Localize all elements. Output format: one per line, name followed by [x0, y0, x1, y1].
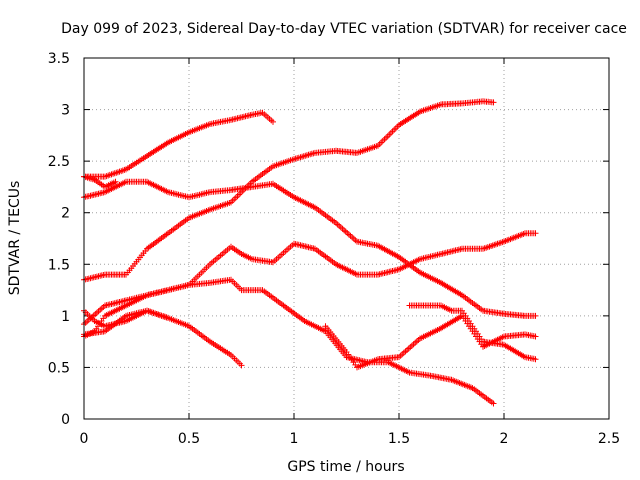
- y-tick-label: 3: [61, 103, 70, 119]
- x-tick-label: 2: [500, 431, 509, 447]
- x-tick-label: 2.5: [598, 431, 620, 447]
- x-tick-label: 0.5: [178, 431, 200, 447]
- y-tick-label: 3.5: [48, 51, 70, 67]
- grid: [84, 58, 609, 419]
- y-tick-label: 2.5: [48, 154, 70, 170]
- x-tick-label: 1.5: [388, 431, 410, 447]
- x-axis-label: GPS time / hours: [287, 459, 404, 475]
- x-tick-label: 1: [290, 431, 299, 447]
- y-axis-label: SDTVAR / TECUs: [7, 181, 23, 296]
- chart-title: Day 099 of 2023, Sidereal Day-to-day VTE…: [61, 21, 627, 37]
- x-tick-label: 0: [80, 431, 89, 447]
- y-tick-label: 0: [61, 412, 70, 428]
- y-tick-label: 1: [61, 309, 70, 325]
- plot-frame: [83, 57, 610, 420]
- y-tick-label: 1.5: [48, 257, 70, 273]
- y-tick-label: 2: [61, 206, 70, 222]
- data-point-markers: [406, 302, 539, 363]
- series-sat-10: [406, 302, 539, 363]
- y-tick-label: 0.5: [48, 360, 70, 376]
